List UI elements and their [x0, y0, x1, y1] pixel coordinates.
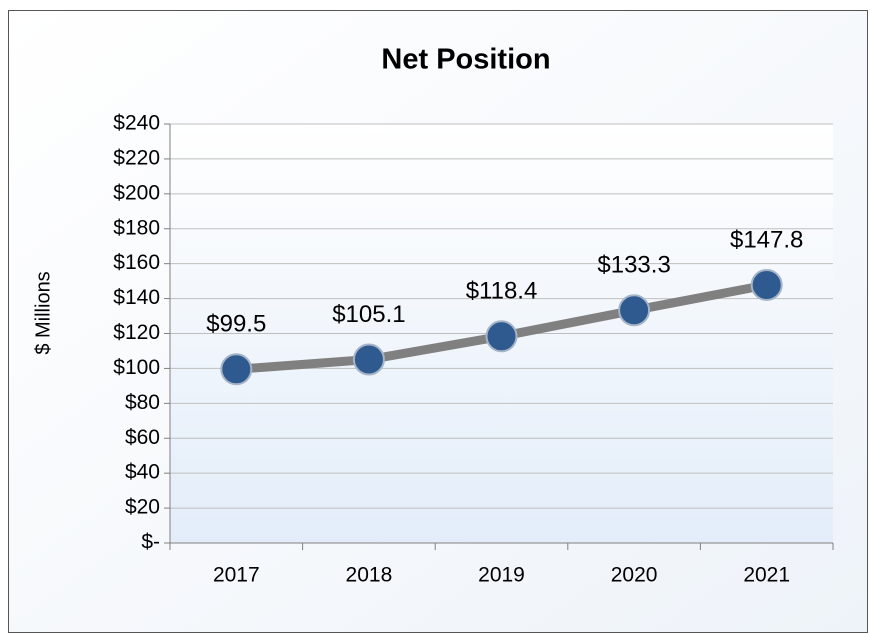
data-label: $99.5 — [206, 311, 266, 338]
y-tick-label: $160 — [113, 251, 160, 274]
data-label: $147.8 — [730, 226, 803, 253]
data-point — [220, 353, 253, 386]
data-label: $118.4 — [466, 278, 538, 305]
y-tick-label: $200 — [113, 181, 160, 204]
data-label: $133.3 — [597, 252, 670, 279]
x-tick-label: 2018 — [346, 564, 393, 587]
y-tick-label: $220 — [113, 146, 160, 169]
y-tick-label: $40 — [125, 461, 160, 484]
x-tick-label: 2020 — [611, 564, 658, 587]
data-point — [485, 320, 518, 353]
data-point — [750, 268, 783, 301]
x-tick-label: 2021 — [743, 564, 790, 587]
y-tick-label: $140 — [113, 286, 160, 309]
y-tick-label: $20 — [125, 496, 160, 519]
y-tick-label: $120 — [113, 321, 160, 344]
data-point — [352, 343, 385, 376]
x-tick-label: 2019 — [478, 564, 525, 587]
y-tick-label: $60 — [125, 426, 160, 449]
y-tick-label: $- — [141, 531, 160, 554]
data-label: $105.1 — [332, 301, 405, 328]
x-tick-label: 2017 — [213, 564, 260, 587]
y-axis-label: $ Millions — [32, 271, 54, 354]
y-tick-label: $180 — [113, 216, 160, 239]
y-tick-label: $240 — [113, 112, 160, 135]
data-point — [618, 294, 651, 327]
chart-title: Net Position — [381, 44, 550, 76]
y-tick-label: $80 — [125, 391, 160, 414]
y-tick-label: $100 — [113, 356, 160, 379]
